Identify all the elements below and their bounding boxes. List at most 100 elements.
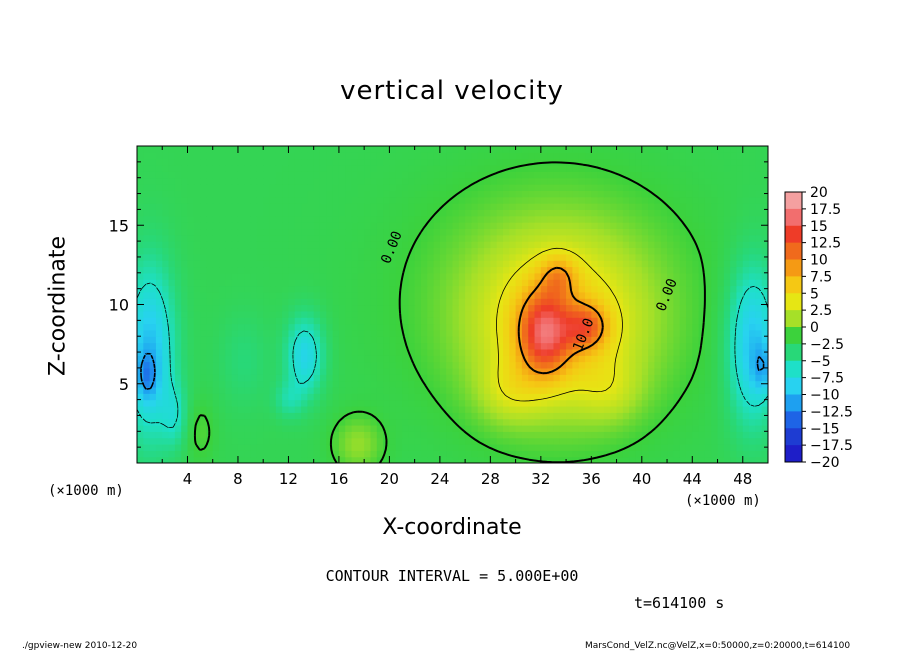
heatmap-cell	[200, 241, 208, 249]
heatmap-cell	[717, 412, 725, 420]
heatmap-cell	[667, 171, 674, 179]
heatmap-cell	[389, 348, 397, 356]
heatmap-cell	[351, 418, 359, 426]
heatmap-cell	[282, 165, 290, 172]
heatmap-cell	[465, 260, 473, 268]
heatmap-cell	[402, 241, 409, 249]
heatmap-cell	[256, 336, 264, 344]
heatmap-cell	[414, 304, 422, 312]
heatmap-cell	[572, 317, 580, 325]
heatmap-cell	[149, 272, 157, 280]
heatmap-cell	[578, 437, 586, 445]
heatmap-cell	[704, 215, 712, 223]
heatmap-cell	[572, 329, 580, 337]
heatmap-cell	[458, 158, 466, 166]
heatmap-cell	[149, 165, 157, 172]
heatmap-cell	[717, 215, 725, 223]
heatmap-cell	[458, 450, 466, 458]
heatmap-cell	[730, 374, 738, 382]
heatmap-cell	[155, 336, 163, 344]
heatmap-cell	[263, 342, 271, 350]
heatmap-cell	[237, 450, 245, 458]
heatmap-cell	[667, 317, 674, 325]
heatmap-cell	[332, 279, 340, 287]
heatmap-cell	[187, 171, 195, 179]
heatmap-cell	[622, 165, 630, 172]
heatmap-cell	[755, 241, 763, 249]
heatmap-cell	[603, 317, 611, 325]
heatmap-cell	[572, 367, 580, 375]
heatmap-cell	[711, 209, 719, 217]
heatmap-cell	[761, 291, 768, 299]
heatmap-cell	[540, 443, 548, 451]
heatmap-cell	[187, 260, 195, 268]
heatmap-cell	[433, 228, 441, 236]
heatmap-cell	[692, 203, 700, 210]
heatmap-cell	[225, 222, 233, 230]
heatmap-cell	[143, 260, 151, 268]
heatmap-cell	[465, 367, 473, 375]
heatmap-cell	[155, 386, 163, 394]
heatmap-cell	[250, 184, 258, 191]
heatmap-cell	[667, 146, 674, 153]
heatmap-cell	[288, 361, 296, 369]
heatmap-cell	[338, 386, 346, 394]
heatmap-cell	[742, 298, 750, 306]
heatmap-cell	[364, 171, 372, 179]
heatmap-cell	[244, 437, 252, 445]
heatmap-cell	[452, 399, 460, 407]
heatmap-cell	[711, 234, 719, 242]
heatmap-cell	[509, 152, 517, 160]
heatmap-cell	[383, 424, 390, 432]
heatmap-cell	[673, 336, 681, 344]
heatmap-cell	[143, 437, 151, 445]
heatmap-cell	[502, 272, 510, 280]
heatmap-cell	[660, 329, 668, 337]
heatmap-cell	[730, 171, 738, 179]
heatmap-cell	[736, 342, 744, 350]
heatmap-cell	[168, 431, 176, 439]
heatmap-cell	[553, 393, 561, 401]
heatmap-cell	[496, 361, 504, 369]
heatmap-cell	[439, 260, 447, 268]
heatmap-cell	[193, 184, 201, 191]
heatmap-cell	[635, 266, 643, 274]
heatmap-cell	[572, 285, 580, 293]
heatmap-cell	[162, 437, 170, 445]
heatmap-cell	[212, 152, 220, 160]
heatmap-cell	[357, 424, 365, 432]
heatmap-cell	[648, 196, 656, 204]
heatmap-cell	[616, 234, 624, 242]
heatmap-cell	[319, 317, 327, 325]
heatmap-cell	[654, 412, 662, 420]
heatmap-cell	[143, 285, 151, 293]
heatmap-cell	[370, 165, 378, 172]
heatmap-cell	[414, 196, 422, 204]
heatmap-cell	[566, 399, 573, 407]
heatmap-cell	[534, 399, 542, 407]
heatmap-cell	[723, 424, 731, 432]
heatmap-cell	[452, 304, 460, 312]
heatmap-cell	[446, 171, 454, 179]
heatmap-cell	[534, 374, 542, 382]
heatmap-cell	[357, 431, 365, 439]
heatmap-cell	[465, 437, 473, 445]
heatmap-cell	[307, 386, 315, 394]
heatmap-cell	[143, 291, 151, 299]
heatmap-cell	[704, 342, 712, 350]
heatmap-cell	[521, 272, 529, 280]
heatmap-cell	[200, 266, 208, 274]
heatmap-cell	[326, 247, 334, 255]
heatmap-cell	[307, 456, 315, 463]
heatmap-cell	[162, 285, 170, 293]
heatmap-cell	[585, 291, 592, 299]
heatmap-cell	[420, 431, 428, 439]
heatmap-cell	[206, 329, 214, 337]
heatmap-cell	[698, 424, 706, 432]
heatmap-cell	[414, 431, 422, 439]
heatmap-cell	[528, 393, 536, 401]
heatmap-cell	[250, 450, 258, 458]
heatmap-cell	[723, 348, 731, 356]
heatmap-cell	[673, 222, 681, 230]
heatmap-cell	[439, 291, 447, 299]
